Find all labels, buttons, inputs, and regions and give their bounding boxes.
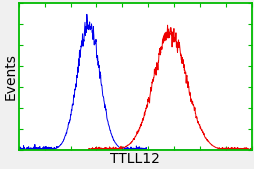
X-axis label: TTLL12: TTLL12: [110, 152, 160, 165]
Y-axis label: Events: Events: [4, 53, 18, 100]
